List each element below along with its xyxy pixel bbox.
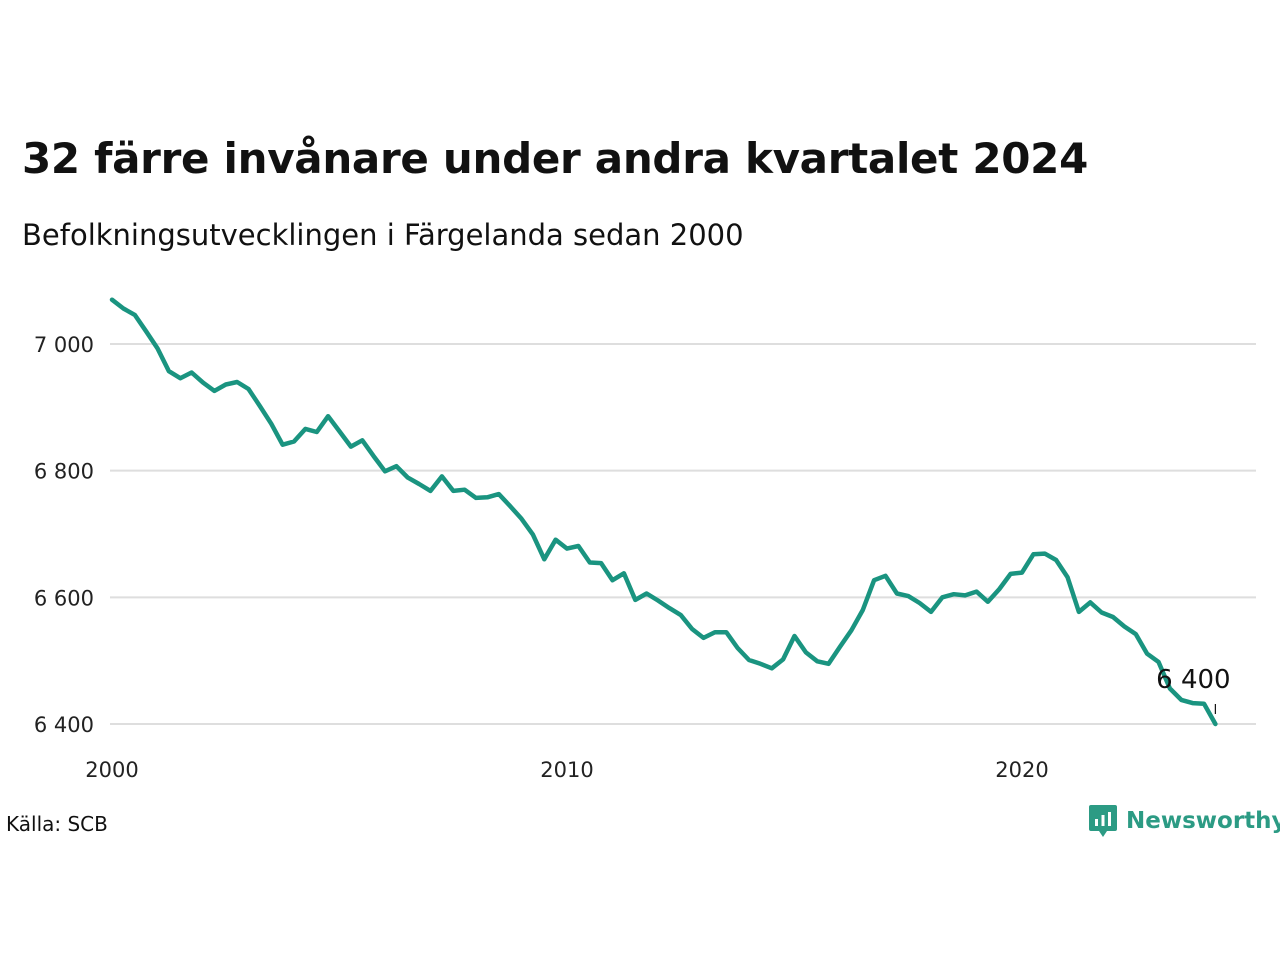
- end-value-label: 6 400: [1156, 665, 1230, 695]
- y-tick-label: 6 800: [34, 460, 94, 484]
- y-tick-label: 6 600: [34, 586, 94, 610]
- series-line: [109, 297, 1218, 727]
- y-tick-label: 6 400: [34, 713, 94, 737]
- x-tick-label: 2000: [85, 758, 138, 782]
- x-axis-ticks: 2000 2010 2020: [85, 758, 1048, 782]
- chart-title: 32 färre invånare under andra kvartalet …: [22, 134, 1089, 183]
- chart-subtitle: Befolkningsutvecklingen i Färgelanda sed…: [22, 218, 744, 252]
- x-tick-label: 2010: [540, 758, 593, 782]
- gridlines: [110, 343, 1256, 725]
- brand-name: Newsworthy: [1126, 808, 1280, 834]
- newsworthy-logo-icon: [1089, 805, 1117, 837]
- y-axis-ticks: 6 400 6 600 6 800 7 000: [34, 333, 94, 737]
- y-tick-label: 7 000: [34, 333, 94, 357]
- brand-logo: Newsworthy: [1088, 804, 1280, 838]
- source-note: Källa: SCB: [6, 812, 108, 836]
- x-tick-label: 2020: [995, 758, 1048, 782]
